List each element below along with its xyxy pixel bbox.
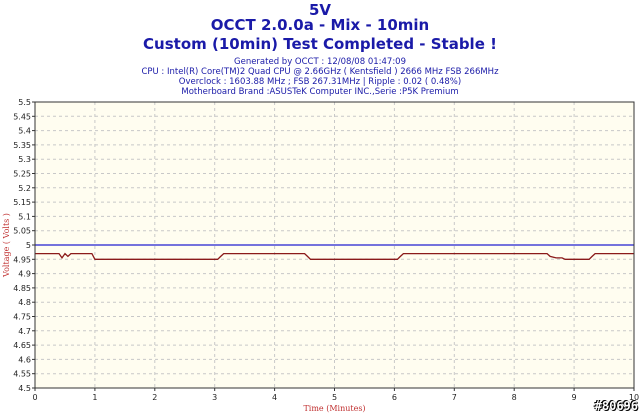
y-axis-label: Voltage ( Volts ) xyxy=(2,213,11,278)
x-tick-label: 7 xyxy=(452,393,457,402)
x-tick-label: 5 xyxy=(332,393,337,402)
x-tick-label: 4 xyxy=(272,393,277,402)
y-tick-label: 4.5 xyxy=(18,384,31,393)
series-line xyxy=(35,252,634,260)
y-tick-label: 4.75 xyxy=(13,313,31,322)
generated-info: Generated by OCCT : 12/08/08 01:47:09 xyxy=(234,57,406,67)
y-tick-label: 5.3 xyxy=(18,155,31,164)
y-tick-label: 4.65 xyxy=(13,341,31,350)
x-tick-label: 2 xyxy=(152,393,157,402)
y-tick-label: 4.55 xyxy=(13,370,31,379)
motherboard-info: Motherboard Brand :ASUSTeK Computer INC.… xyxy=(181,87,459,97)
x-axis-label: Time (Minutes) xyxy=(303,404,365,413)
y-tick-label: 4.95 xyxy=(13,255,31,264)
x-tick-label: 9 xyxy=(572,393,577,402)
overclock-info: Overclock : 1603.88 MHz ; FSB 267.31MHz … xyxy=(178,77,462,87)
y-tick-label: 5.4 xyxy=(18,127,31,136)
x-tick-label: 10 xyxy=(629,393,639,402)
y-tick-label: 5.5 xyxy=(18,98,31,107)
y-tick-label: 4.8 xyxy=(18,298,31,307)
y-tick-label: 5.2 xyxy=(18,184,31,193)
x-tick-label: 0 xyxy=(32,393,37,402)
y-tick-label: 5.1 xyxy=(18,212,31,221)
chart-title-program: OCCT 2.0.0a - Mix - 10min xyxy=(210,16,430,34)
y-tick-label: 5.25 xyxy=(13,170,31,179)
x-tick-label: 1 xyxy=(92,393,97,402)
y-tick-label: 4.6 xyxy=(18,355,31,364)
y-tick-label: 5.05 xyxy=(13,227,31,236)
y-tick-label: 4.85 xyxy=(13,284,31,293)
x-tick-label: 8 xyxy=(512,393,517,402)
chart-title-rail: 5V xyxy=(308,1,332,19)
x-tick-label: 6 xyxy=(392,393,397,402)
y-tick-label: 5 xyxy=(26,241,31,250)
y-tick-label: 5.45 xyxy=(13,112,31,121)
y-tick-label: 5.35 xyxy=(13,141,31,150)
cpu-info: CPU : Intel(R) Core(TM)2 Quad CPU @ 2.66… xyxy=(141,67,499,77)
watermark: #80696 xyxy=(594,399,638,413)
y-tick-label: 4.7 xyxy=(18,327,31,336)
x-tick-label: 3 xyxy=(212,393,217,402)
y-tick-label: 4.9 xyxy=(18,270,31,279)
chart-title-status: Custom (10min) Test Completed - Stable ! xyxy=(143,35,497,53)
y-tick-label: 5.15 xyxy=(13,198,31,207)
